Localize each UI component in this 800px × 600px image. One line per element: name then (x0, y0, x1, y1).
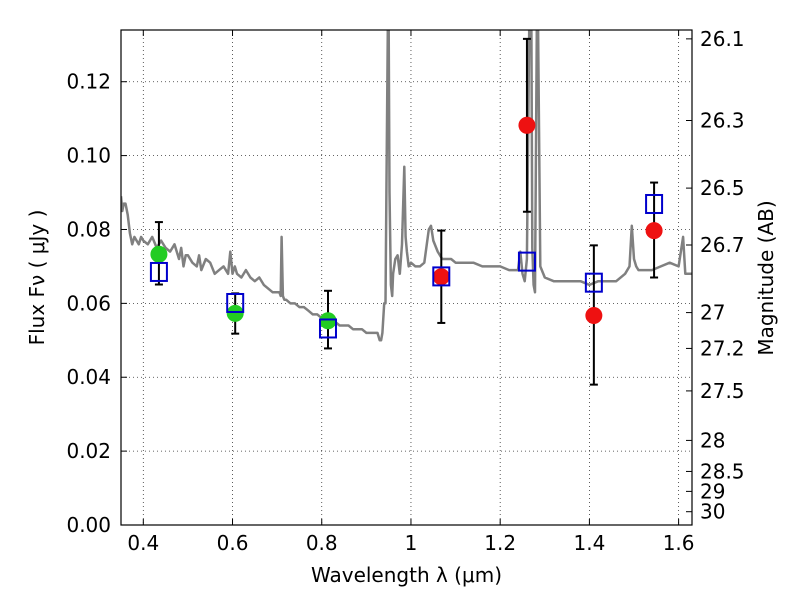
model-square-6 (645, 193, 664, 214)
y2-tick-label-4: 27 (700, 301, 725, 325)
y2-tick-label-10: 30 (700, 500, 725, 524)
y2-tick-label-0: 26.1 (700, 27, 745, 51)
x-tick-label-1: 0.6 (217, 531, 249, 555)
y2-tick-label-8: 28.5 (700, 459, 745, 483)
y-tick-label-5: 0.10 (66, 144, 111, 168)
grid (121, 30, 692, 525)
spectrum-line (121, 30, 692, 342)
y2-axis-label: Magnitude (AB) (754, 200, 778, 355)
y-tick-label-4: 0.08 (66, 217, 111, 241)
axes: 0.4 0.6 0.8 1 1.2 1.4 1.6 0.00 0.02 0.04 0.06 0.08 0… (66, 27, 744, 555)
x-axis-label: Wavelength λ (μm) (311, 563, 502, 587)
y2-tick-label-5: 27.2 (700, 336, 745, 360)
x-tick-label-6: 1.6 (663, 531, 695, 555)
model-square-2 (318, 318, 337, 339)
y2-tick-label-7: 28 (700, 428, 725, 452)
y-tick-label-0: 0.00 (66, 513, 111, 537)
y-tick-label-6: 0.12 (66, 70, 111, 94)
y-tick-label-3: 0.06 (66, 291, 111, 315)
point-0-2 (319, 312, 337, 330)
model-square-3 (432, 266, 451, 287)
y-tick-label-1: 0.02 (66, 439, 111, 463)
point-0-0 (150, 245, 168, 263)
point-1-3 (645, 222, 663, 240)
model-square-5 (584, 272, 603, 293)
y2-tick-label-1: 26.3 (700, 109, 745, 133)
point-1-0 (432, 268, 450, 286)
x-tick-label-2: 0.8 (306, 531, 338, 555)
point-1-2 (585, 307, 603, 325)
y-tick-label-2: 0.04 (66, 365, 111, 389)
y2-tick-label-9: 29 (700, 479, 725, 503)
model-square-0 (149, 261, 168, 282)
error-bars (154, 37, 659, 386)
y-axis-label: Flux Fν ( μJy ) (25, 210, 49, 346)
y2-tick-label-2: 26.5 (700, 176, 745, 200)
y2-tick-label-6: 27.5 (700, 379, 745, 403)
x-tick-label-0: 0.4 (127, 531, 159, 555)
x-tick-label-5: 1.4 (573, 531, 605, 555)
model-square-4 (517, 251, 536, 272)
x-tick-label-4: 1.2 (484, 531, 516, 555)
x-tick-label-3: 1 (405, 531, 418, 555)
model-spectrum (121, 30, 692, 342)
point-1-1 (518, 116, 536, 134)
y2-tick-label-3: 26.7 (700, 233, 745, 257)
plot-frame (120, 29, 693, 526)
model-square-1 (226, 292, 245, 313)
point-0-1 (226, 304, 244, 322)
data-points (149, 116, 664, 339)
